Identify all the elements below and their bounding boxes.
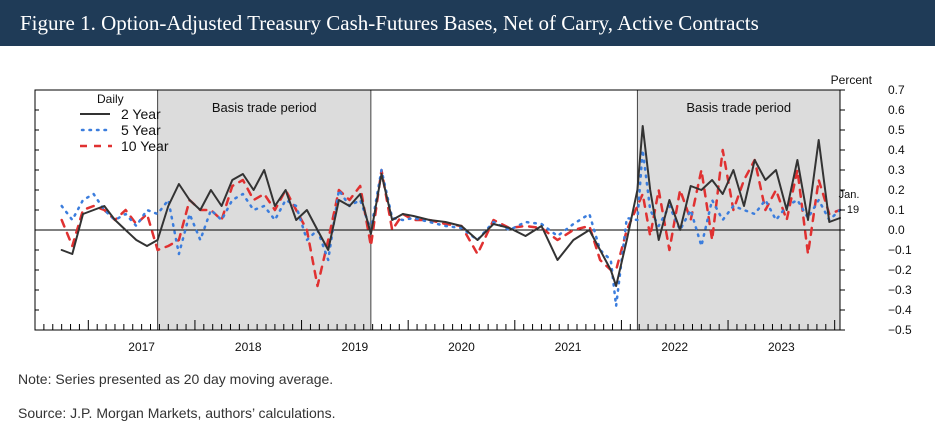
y-tick-label: 0.5: [888, 123, 905, 137]
figure-title: Figure 1. Option-Adjusted Treasury Cash-…: [0, 0, 935, 46]
chart-source: Source: J.P. Morgan Markets, authors’ ca…: [18, 405, 336, 421]
annotation-month: Jan.: [839, 189, 860, 201]
x-tick-label: 2019: [342, 340, 369, 352]
series-line-5-year: [60, 148, 842, 308]
x-tick-label: 2017: [128, 340, 155, 352]
legend-title: Daily: [97, 92, 124, 106]
chart: Basis trade period Basis trade period 0.7…: [34, 73, 912, 352]
y-tick-label: 0.7: [888, 83, 905, 97]
x-tick-label: 2023: [768, 340, 795, 352]
y-tick-label: −0.1: [888, 243, 912, 257]
legend-label-5y: 5 Year: [121, 122, 161, 138]
y-axis-label: Percent: [831, 73, 873, 87]
shaded-region-label-2: Basis trade period: [686, 100, 791, 115]
chart-note: Note: Series presented as 20 day moving …: [18, 371, 334, 387]
y-tick-label: 0.2: [888, 183, 905, 197]
y-tick-label: 0.4: [888, 143, 905, 157]
annotation-day: 19: [847, 204, 859, 216]
y-tick-label: −0.3: [888, 283, 912, 297]
x-tick-label: 2022: [661, 340, 688, 352]
shaded-region-1: [157, 89, 372, 331]
y-tick-label: 0.3: [888, 163, 905, 177]
y-tick-label: −0.4: [888, 303, 912, 317]
y-tick-label: 0.1: [888, 203, 905, 217]
x-tick-label: 2020: [448, 340, 475, 352]
legend-label-2y: 2 Year: [121, 106, 161, 122]
y-tick-label: −0.5: [888, 323, 912, 337]
x-tick-label: 2018: [235, 340, 262, 352]
y-tick-label: −0.2: [888, 263, 912, 277]
series-line-2-year: [60, 125, 841, 287]
x-tick-label: 2021: [555, 340, 582, 352]
y-tick-label: 0.6: [888, 103, 905, 117]
shaded-region-label-1: Basis trade period: [212, 100, 317, 115]
y-tick-label: 0.0: [888, 223, 905, 237]
legend-label-10y: 10 Year: [121, 138, 169, 154]
legend: Daily 2 Year 5 Year 10 Year: [80, 92, 169, 154]
